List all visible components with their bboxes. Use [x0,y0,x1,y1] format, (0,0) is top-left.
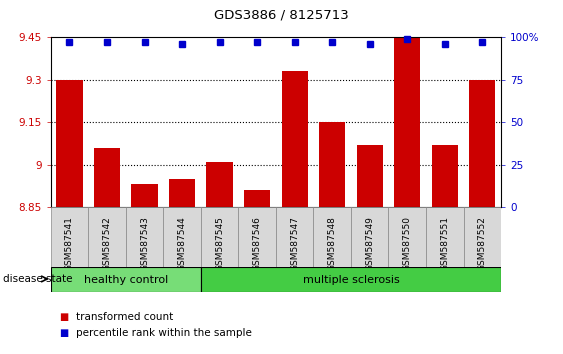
Text: GSM587541: GSM587541 [65,216,74,271]
Bar [432,145,458,207]
Bar [314,207,351,267]
Bar [426,207,463,267]
Text: GSM587544: GSM587544 [177,216,186,271]
Text: GSM587545: GSM587545 [215,216,224,271]
Text: GSM587552: GSM587552 [478,216,487,271]
Text: GSM587549: GSM587549 [365,216,374,271]
Bar [244,190,270,207]
Bar [201,207,238,267]
Text: GSM587548: GSM587548 [328,216,337,271]
Bar [276,207,314,267]
Text: percentile rank within the sample: percentile rank within the sample [76,329,252,338]
Bar [282,71,308,207]
Bar [94,148,120,207]
Bar [469,80,495,207]
Bar [394,37,421,207]
Bar [238,207,276,267]
Bar [319,122,345,207]
Bar [201,267,501,292]
Bar [463,207,501,267]
Bar [388,207,426,267]
Text: ■: ■ [59,312,68,322]
Text: disease state: disease state [3,274,72,284]
Text: GSM587547: GSM587547 [290,216,299,271]
Text: GSM587542: GSM587542 [102,216,111,271]
Bar [163,207,201,267]
Bar [351,207,388,267]
Bar [56,80,83,207]
Text: GSM587550: GSM587550 [403,216,412,271]
Bar [51,207,88,267]
Bar [131,184,158,207]
Text: healthy control: healthy control [84,275,168,285]
Bar [207,162,233,207]
Bar [126,207,163,267]
Bar [356,145,383,207]
Bar [88,207,126,267]
Text: GSM587543: GSM587543 [140,216,149,271]
Text: GSM587551: GSM587551 [440,216,449,271]
Text: transformed count: transformed count [76,312,173,322]
Text: multiple sclerosis: multiple sclerosis [302,275,399,285]
Text: GDS3886 / 8125713: GDS3886 / 8125713 [214,9,349,22]
Bar [51,267,201,292]
Text: GSM587546: GSM587546 [253,216,262,271]
Bar [169,179,195,207]
Text: ■: ■ [59,329,68,338]
